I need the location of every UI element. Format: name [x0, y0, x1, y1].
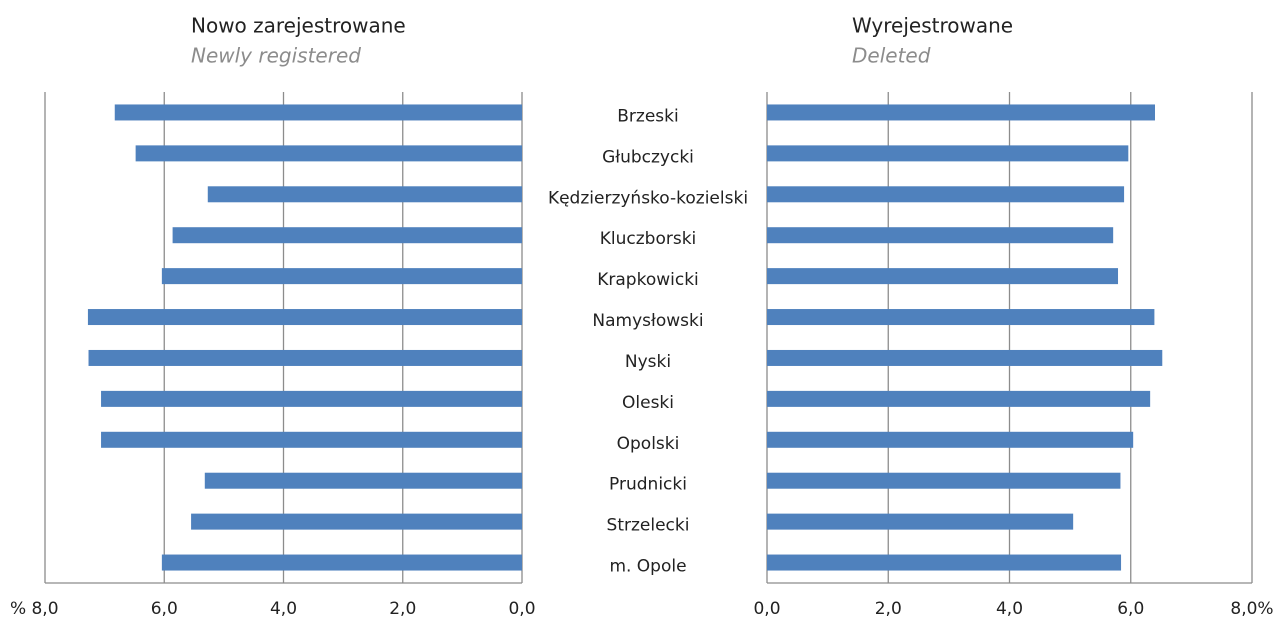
bar [767, 431, 1134, 448]
bar [88, 349, 523, 366]
bar [767, 268, 1119, 285]
chart-subtitle: Newly registered [191, 44, 361, 68]
category-label: Opolski [617, 434, 680, 454]
x-tick-label: 2,0 [875, 599, 902, 619]
bar [767, 227, 1114, 244]
x-tick-label: 6,0 [151, 599, 178, 619]
bar [101, 390, 523, 407]
category-label: Kluczborski [600, 229, 697, 249]
bar [161, 268, 523, 285]
bar [172, 227, 522, 244]
category-label: Namysłowski [592, 311, 703, 331]
x-tick-label: 8,0 [31, 599, 58, 619]
bar [87, 309, 523, 326]
bar [767, 554, 1122, 571]
category-label: Nyski [625, 352, 671, 372]
bar [767, 145, 1129, 162]
x-tick-label: 0,0 [508, 599, 535, 619]
bar [207, 186, 522, 203]
category-label: Oleski [622, 393, 674, 413]
category-label: m. Opole [609, 557, 686, 577]
bar [767, 104, 1155, 121]
bar [767, 472, 1121, 489]
x-tick-label: 4,0 [270, 599, 297, 619]
bar [767, 390, 1151, 407]
bar [767, 186, 1125, 203]
category-label: Kędzierzyńsko-kozielski [548, 188, 748, 208]
chart-title: Nowo zarejestrowane [191, 14, 406, 38]
x-tick-label: 6,0 [1117, 599, 1144, 619]
chart-subtitle: Deleted [852, 44, 931, 68]
chart-title: Wyrejestrowane [852, 14, 1013, 38]
x-tick-label: 4,0 [996, 599, 1023, 619]
x-tick-label: 8,0% [1230, 599, 1273, 619]
category-label: Strzelecki [607, 516, 690, 536]
unit-label: % [10, 599, 26, 619]
bar [161, 554, 523, 571]
x-tick-label: 0,0 [753, 599, 780, 619]
bar [767, 349, 1163, 366]
bar [191, 513, 523, 530]
bar [135, 145, 522, 162]
category-label: Prudnicki [609, 475, 687, 495]
bar [204, 472, 523, 489]
category-label: Głubczycki [602, 147, 694, 167]
bar [767, 513, 1074, 530]
category-label: Brzeski [617, 106, 678, 126]
bar [767, 309, 1155, 326]
category-label: Krapkowicki [597, 270, 699, 290]
x-tick-label: 2,0 [389, 599, 416, 619]
bar [101, 431, 523, 448]
bar [114, 104, 522, 121]
